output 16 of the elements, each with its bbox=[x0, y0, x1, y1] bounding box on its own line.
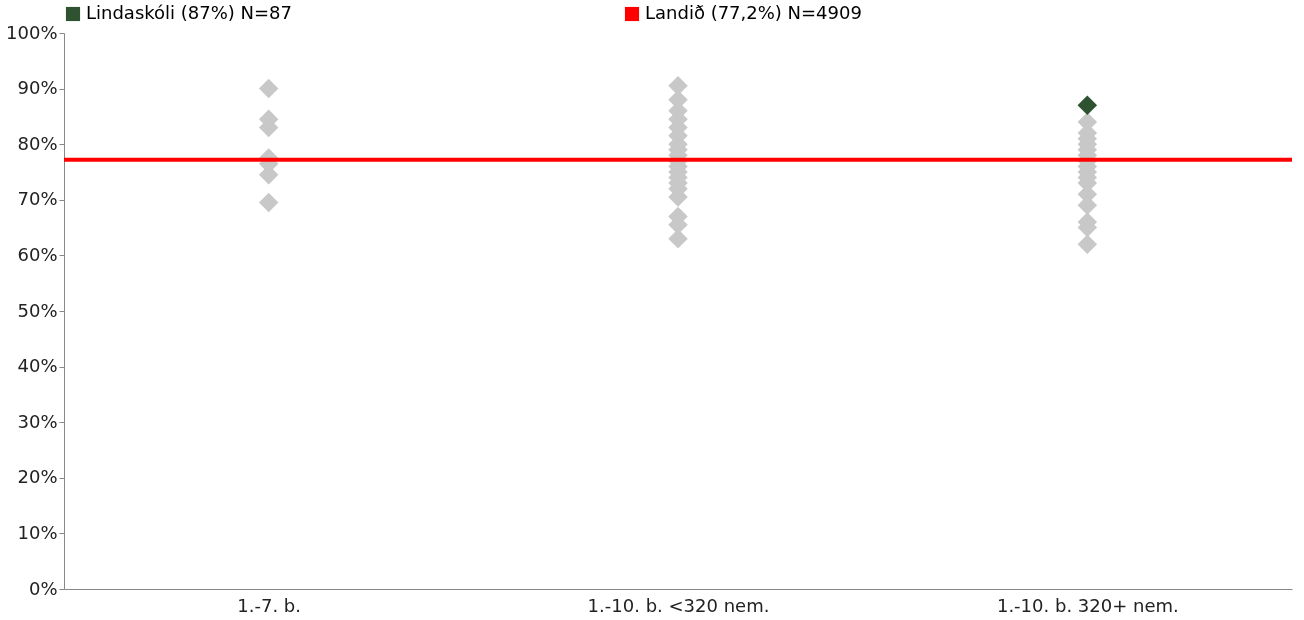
y-tick-label: 80% bbox=[17, 132, 58, 154]
y-tick-label: 40% bbox=[17, 355, 58, 377]
x-tick-label: 1.-7. b. bbox=[237, 594, 302, 616]
y-tick-label: 50% bbox=[17, 299, 58, 321]
y-tick-label: 30% bbox=[17, 410, 58, 432]
x-tick-label: 1.-10. b. <320 nem. bbox=[587, 594, 770, 616]
legend-label: Landið (77,2%) N=4909 bbox=[645, 2, 862, 23]
y-tick-label: 90% bbox=[17, 77, 58, 99]
y-tick-label: 60% bbox=[17, 243, 58, 265]
x-tick-label: 1.-10. b. 320+ nem. bbox=[996, 594, 1179, 616]
y-tick-label: 70% bbox=[17, 188, 58, 210]
y-tick-label: 10% bbox=[17, 521, 58, 543]
y-tick-label: 0% bbox=[28, 577, 58, 599]
legend-label: Lindaskóli (87%) N=87 bbox=[86, 2, 293, 23]
y-tick-label: 20% bbox=[17, 466, 58, 488]
y-tick-label: 100% bbox=[6, 21, 58, 43]
